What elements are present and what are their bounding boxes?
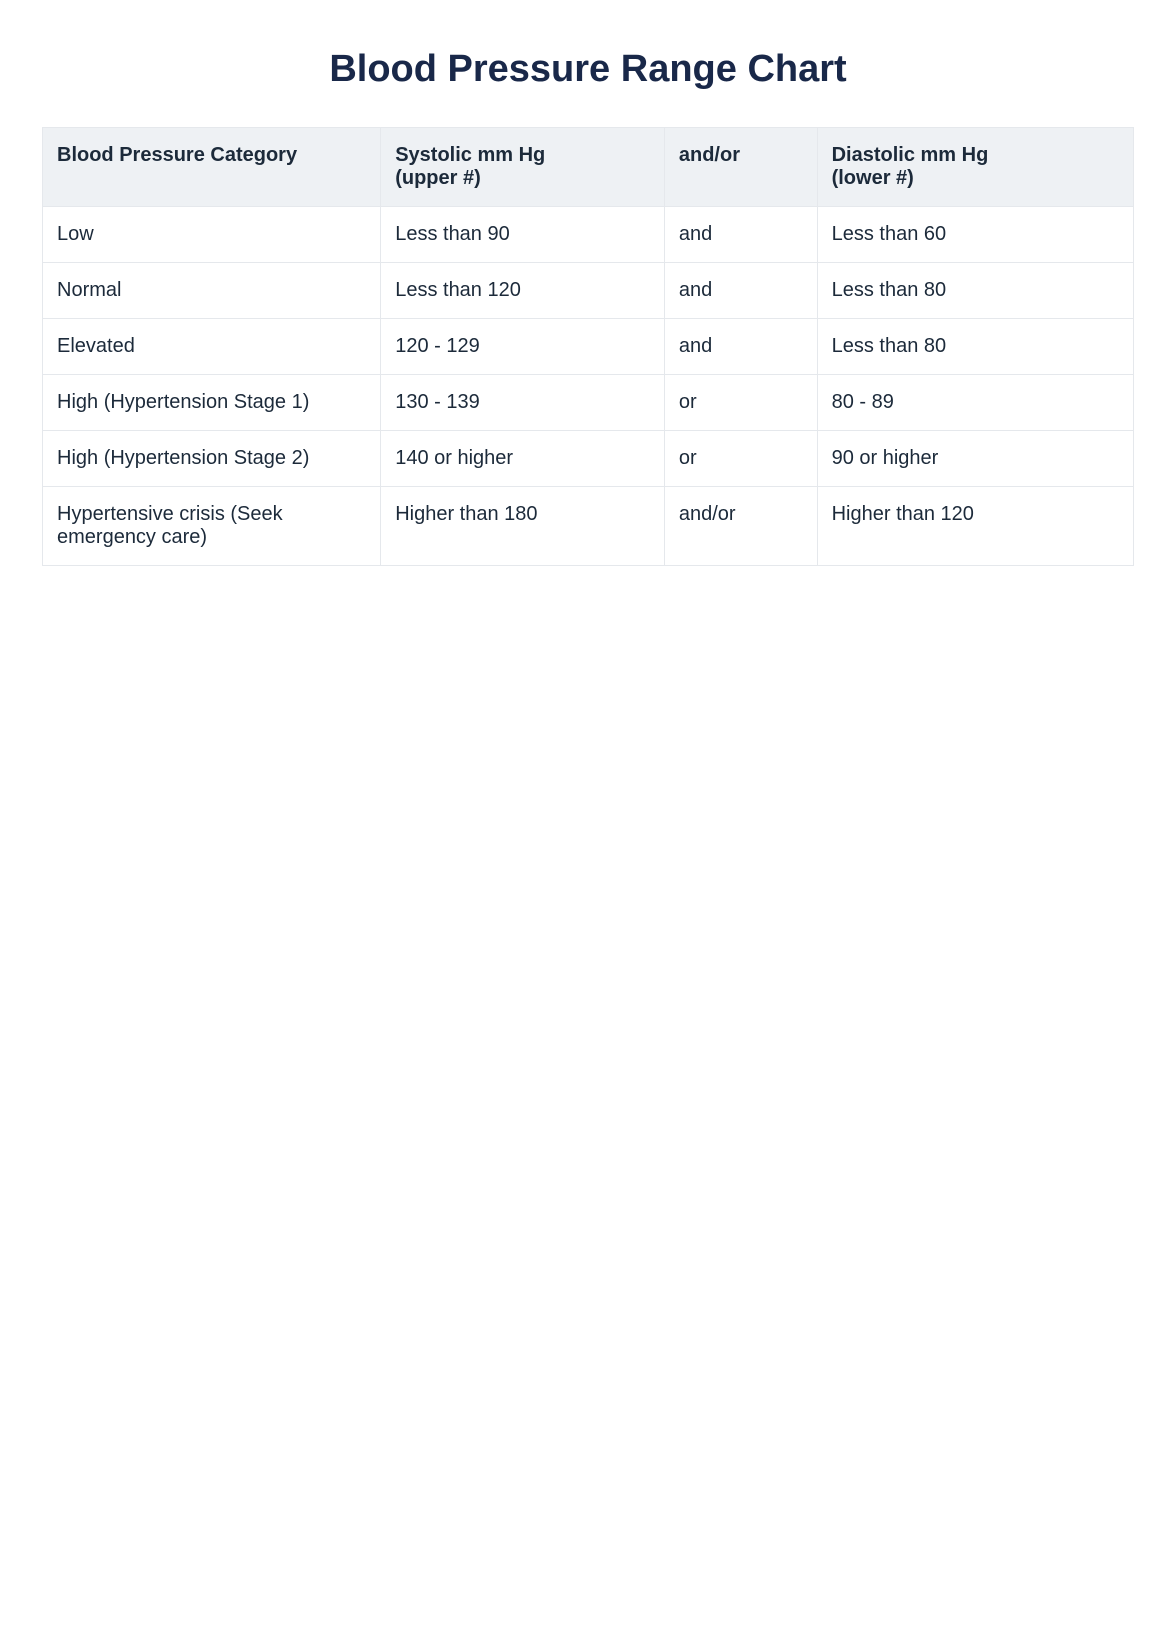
cell-diastolic: Higher than 120: [817, 487, 1133, 566]
cell-category: Normal: [43, 263, 381, 319]
cell-diastolic: 90 or higher: [817, 431, 1133, 487]
header-systolic: Systolic mm Hg (upper #): [381, 128, 665, 207]
cell-conjunction: and: [664, 263, 817, 319]
header-diastolic: Diastolic mm Hg (lower #): [817, 128, 1133, 207]
header-diastolic-line1: Diastolic mm Hg: [832, 144, 1119, 167]
cell-conjunction: or: [664, 431, 817, 487]
cell-conjunction: and: [664, 207, 817, 263]
table-row: Normal Less than 120 and Less than 80: [43, 263, 1134, 319]
table-row: Hypertensive crisis (Seek emergency care…: [43, 487, 1134, 566]
page-title: Blood Pressure Range Chart: [42, 48, 1134, 91]
cell-diastolic: Less than 80: [817, 263, 1133, 319]
header-conjunction: and/or: [664, 128, 817, 207]
table-header-row: Blood Pressure Category Systolic mm Hg (…: [43, 128, 1134, 207]
table-body: Low Less than 90 and Less than 60 Normal…: [43, 207, 1134, 566]
cell-category: High (Hypertension Stage 2): [43, 431, 381, 487]
header-category: Blood Pressure Category: [43, 128, 381, 207]
cell-diastolic: Less than 80: [817, 319, 1133, 375]
cell-systolic: 130 - 139: [381, 375, 665, 431]
cell-category: Hypertensive crisis (Seek emergency care…: [43, 487, 381, 566]
cell-systolic: Higher than 180: [381, 487, 665, 566]
table-row: High (Hypertension Stage 1) 130 - 139 or…: [43, 375, 1134, 431]
cell-category: Elevated: [43, 319, 381, 375]
cell-diastolic: Less than 60: [817, 207, 1133, 263]
table-header: Blood Pressure Category Systolic mm Hg (…: [43, 128, 1134, 207]
table-row: High (Hypertension Stage 2) 140 or highe…: [43, 431, 1134, 487]
cell-systolic: Less than 90: [381, 207, 665, 263]
cell-conjunction: or: [664, 375, 817, 431]
header-systolic-line1: Systolic mm Hg: [395, 144, 650, 167]
cell-diastolic: 80 - 89: [817, 375, 1133, 431]
cell-systolic: 120 - 129: [381, 319, 665, 375]
cell-systolic: 140 or higher: [381, 431, 665, 487]
header-systolic-line2: (upper #): [395, 167, 650, 190]
cell-category: Low: [43, 207, 381, 263]
cell-category: High (Hypertension Stage 1): [43, 375, 381, 431]
cell-conjunction: and/or: [664, 487, 817, 566]
blood-pressure-table: Blood Pressure Category Systolic mm Hg (…: [42, 127, 1134, 566]
header-conj-line1: and/or: [679, 144, 803, 167]
table-row: Low Less than 90 and Less than 60: [43, 207, 1134, 263]
cell-conjunction: and: [664, 319, 817, 375]
table-row: Elevated 120 - 129 and Less than 80: [43, 319, 1134, 375]
header-category-line1: Blood Pressure Category: [57, 144, 366, 167]
header-diastolic-line2: (lower #): [832, 167, 1119, 190]
cell-systolic: Less than 120: [381, 263, 665, 319]
